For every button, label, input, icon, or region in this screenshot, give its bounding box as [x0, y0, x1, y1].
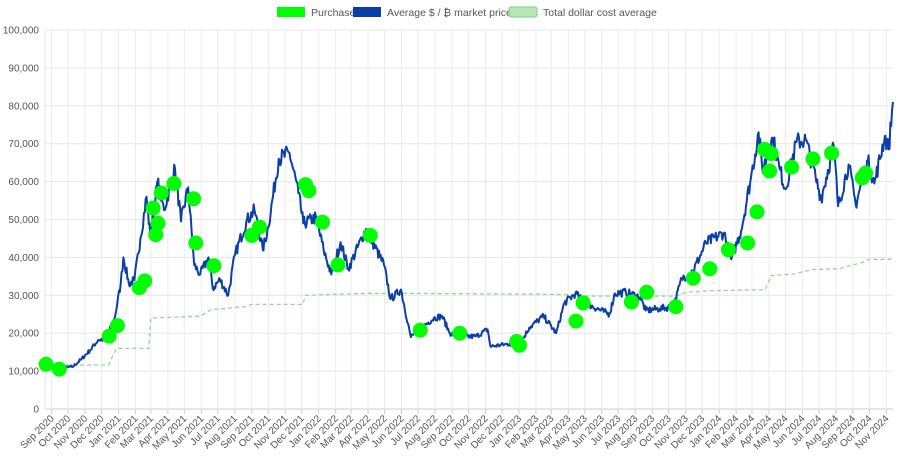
purchase-point	[109, 318, 125, 334]
y-axis: 0 10,000 20,000 30,000 40,000 50,000 60,000 70,…	[3, 26, 40, 416]
legend-label: Purchases	[311, 7, 361, 19]
purchase-point	[186, 191, 202, 207]
legend-swatch-market-price	[353, 7, 381, 17]
purchase-point	[188, 235, 204, 251]
purchase-point	[362, 227, 378, 243]
purchase-point	[252, 219, 267, 235]
y-tick-label: 30,000	[8, 291, 39, 302]
purchase-point	[452, 325, 468, 341]
legend[interactable]: Purchases Average $ / ₿ market price Total…	[277, 6, 657, 19]
purchase-point	[763, 146, 779, 162]
y-tick-label: 20,000	[8, 329, 39, 340]
y-tick-label: 50,000	[8, 215, 39, 226]
legend-swatch-purchases	[277, 7, 305, 17]
purchase-point	[568, 313, 584, 329]
purchase-point	[315, 214, 330, 230]
purchase-point	[720, 242, 736, 258]
purchase-point	[148, 227, 164, 243]
purchase-point	[623, 294, 639, 310]
purchase-point	[512, 337, 527, 353]
purchase-point	[101, 328, 117, 344]
purchase-point	[301, 183, 317, 199]
purchase-point	[824, 145, 840, 161]
y-tick-label: 0	[33, 405, 39, 416]
series-total-dollar-cost-average	[45, 258, 893, 366]
purchase-point	[137, 273, 153, 289]
purchase-point	[206, 258, 222, 274]
y-tick-label: 10,000	[8, 367, 39, 378]
purchase-point	[762, 163, 778, 179]
purchase-point	[166, 176, 182, 191]
purchase-point	[858, 165, 874, 181]
y-tick-label: 80,000	[8, 101, 39, 112]
purchase-point	[639, 284, 655, 300]
purchase-point	[668, 299, 684, 315]
y-tick-label: 60,000	[8, 177, 39, 188]
purchase-point	[153, 185, 169, 201]
y-tick-label: 100,000	[3, 26, 40, 37]
y-tick-label: 90,000	[8, 63, 39, 74]
purchase-point	[145, 200, 161, 216]
purchase-point	[805, 151, 821, 167]
purchase-point	[150, 215, 166, 231]
purchase-point	[784, 159, 799, 175]
legend-swatch-dollar-cost-average	[508, 6, 538, 18]
legend-label: Total dollar cost average	[543, 7, 657, 19]
purchase-point	[740, 235, 756, 251]
purchase-point	[702, 261, 718, 277]
purchase-point	[749, 204, 765, 220]
legend-label: Average $ / ₿ market price	[387, 7, 512, 19]
grid-lines	[44, 29, 893, 414]
purchase-point	[412, 322, 428, 338]
purchase-point	[51, 361, 67, 377]
y-tick-label: 40,000	[8, 253, 39, 264]
plot-area	[38, 101, 894, 377]
y-tick-label: 70,000	[8, 139, 39, 150]
purchase-point	[38, 356, 54, 372]
purchase-point	[685, 270, 701, 286]
series-average-market-price	[44, 101, 894, 371]
purchase-point	[330, 257, 346, 273]
purchase-point	[575, 295, 591, 311]
